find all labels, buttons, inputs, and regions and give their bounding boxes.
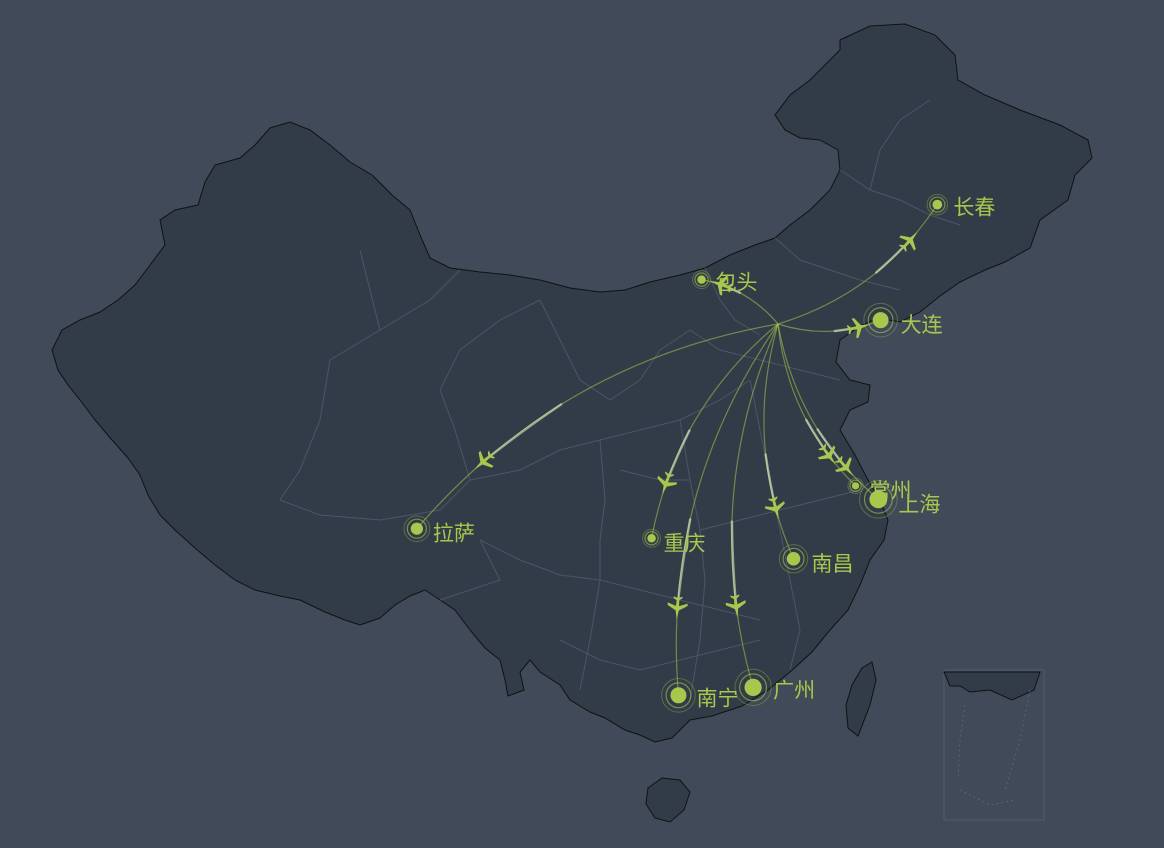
route-trail-lhasa: [482, 403, 563, 463]
city-label-lhasa: 拉萨: [433, 522, 475, 546]
city-label-nanning: 南宁: [696, 686, 738, 710]
plane-icon: [846, 318, 870, 339]
plane-icon: [764, 496, 785, 520]
plane-icon: [657, 471, 678, 495]
city-marker-baotou[interactable]: [692, 270, 711, 290]
city-marker-nanning[interactable]: [661, 677, 696, 713]
route-line-nanning: [675, 323, 779, 696]
city-marker-chongqing[interactable]: [642, 528, 661, 548]
hainan-island: [645, 777, 691, 823]
city-label-baotou: 包头: [716, 271, 758, 295]
route-line-baotou: [701, 279, 779, 325]
city-label-nanchang: 南昌: [812, 552, 854, 576]
city-marker-changzhou[interactable]: [847, 477, 864, 494]
south-china-sea-inset: [943, 669, 1045, 821]
route-line-lhasa: [416, 323, 779, 530]
city-label-shanghai: 上海: [898, 492, 940, 516]
route-line-chongqing: [650, 323, 779, 539]
city-label-chongqing: 重庆: [664, 531, 706, 555]
route-line-dalian: [777, 319, 881, 333]
plane-icon: [474, 450, 495, 470]
route-line-nanchang: [763, 323, 795, 559]
city-marker-guangzhou[interactable]: [734, 668, 772, 706]
taiwan-island: [845, 661, 877, 737]
province-borders: [279, 99, 961, 701]
city-marker-shanghai[interactable]: [859, 480, 898, 519]
city-label-changchun: 长春: [953, 196, 995, 220]
plane-icon: [817, 443, 836, 465]
plane-icon: [834, 455, 854, 476]
city-label-dalian: 大连: [901, 313, 943, 337]
china-landmass: [51, 23, 1093, 743]
city-markers: [403, 193, 949, 713]
city-marker-nanchang[interactable]: [778, 544, 809, 574]
city-marker-lhasa[interactable]: [403, 515, 431, 543]
city-marker-dalian[interactable]: [863, 302, 898, 338]
city-marker-changchun[interactable]: [926, 193, 949, 216]
plane-icon: [667, 596, 688, 620]
route-line-guangzhou: [731, 323, 779, 688]
city-label-changzhou: 常州: [870, 479, 912, 503]
plane-markers: [474, 231, 918, 620]
plane-icon: [898, 231, 918, 252]
plane-icon: [725, 594, 746, 618]
city-label-guangzhou: 广州: [773, 678, 815, 702]
plane-icon: [709, 275, 733, 296]
route-line-changchun: [777, 204, 938, 325]
